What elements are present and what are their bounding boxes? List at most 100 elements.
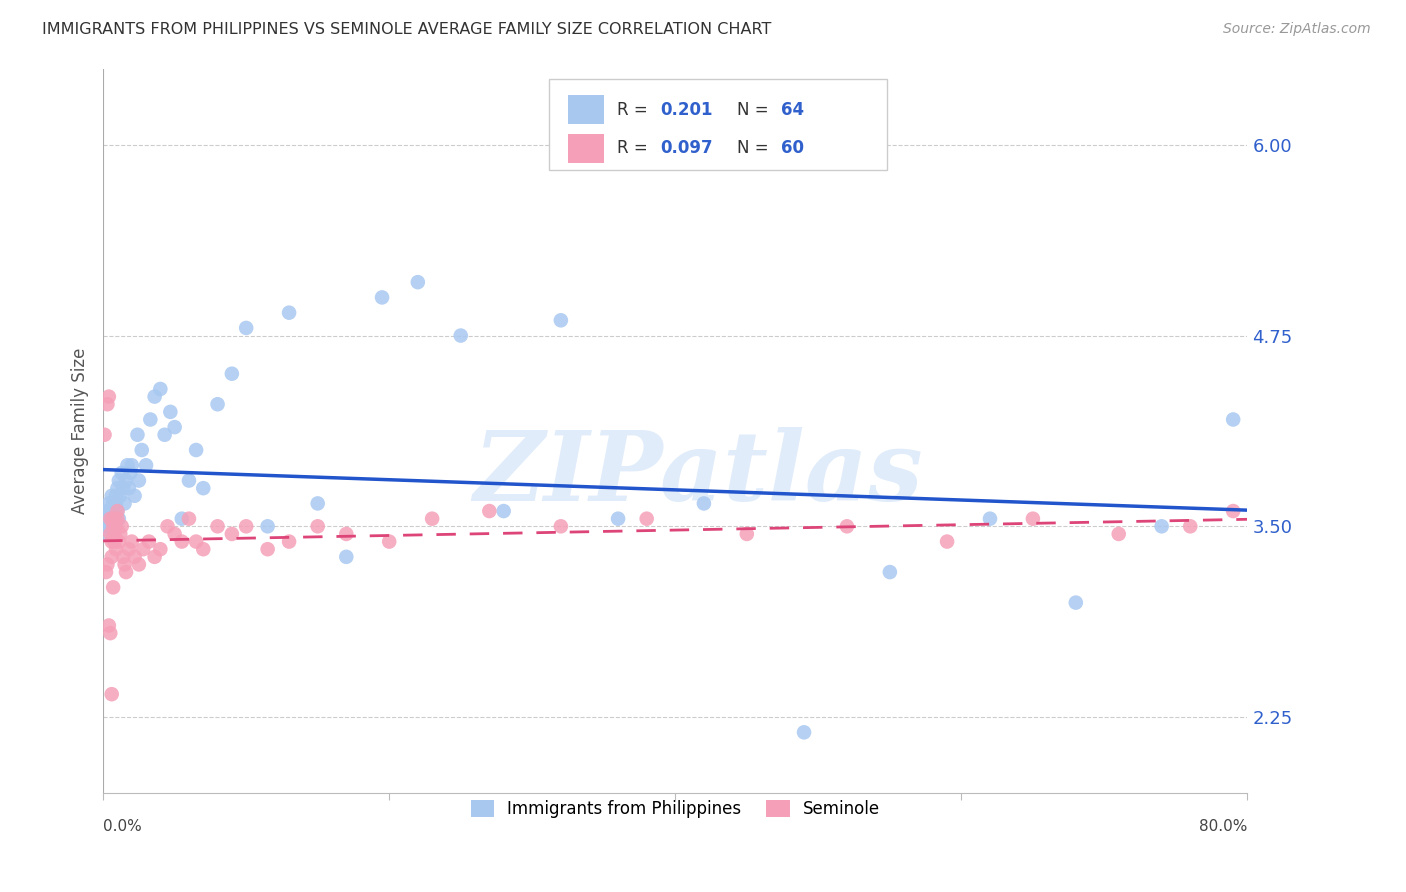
- Point: [135, 458, 157, 473]
- Point: [100, 511, 122, 525]
- Point: [100, 549, 122, 564]
- Point: [256, 519, 278, 533]
- Text: 60: 60: [780, 139, 804, 157]
- Point: [478, 504, 501, 518]
- Point: [105, 542, 128, 557]
- Point: [235, 519, 257, 533]
- Text: 0.0%: 0.0%: [103, 819, 142, 834]
- Point: [184, 443, 207, 458]
- Point: [112, 481, 135, 495]
- Point: [550, 313, 572, 327]
- Point: [107, 481, 129, 495]
- Text: R =: R =: [617, 101, 652, 119]
- Point: [110, 527, 132, 541]
- Point: [98, 527, 121, 541]
- Point: [139, 412, 162, 426]
- Point: [193, 542, 215, 557]
- Point: [105, 496, 128, 510]
- FancyBboxPatch shape: [550, 79, 887, 170]
- Text: Source: ZipAtlas.com: Source: ZipAtlas.com: [1223, 22, 1371, 37]
- Point: [1108, 527, 1130, 541]
- Point: [406, 275, 429, 289]
- Point: [131, 443, 153, 458]
- Point: [835, 519, 858, 533]
- Point: [101, 580, 124, 594]
- Point: [121, 534, 143, 549]
- Point: [450, 328, 472, 343]
- Point: [93, 427, 115, 442]
- Point: [107, 504, 129, 518]
- Point: [132, 542, 155, 557]
- Point: [96, 527, 118, 541]
- Point: [114, 496, 136, 510]
- Point: [111, 466, 134, 480]
- Y-axis label: Average Family Size: Average Family Size: [72, 348, 89, 514]
- Point: [307, 496, 329, 510]
- Text: R =: R =: [617, 139, 652, 157]
- Point: [143, 549, 166, 564]
- Point: [492, 504, 515, 518]
- Point: [1222, 412, 1244, 426]
- Point: [124, 489, 146, 503]
- Point: [98, 519, 121, 533]
- Point: [128, 558, 150, 572]
- Point: [1022, 511, 1045, 525]
- Point: [170, 511, 193, 525]
- Point: [98, 626, 121, 640]
- Point: [335, 549, 357, 564]
- Point: [979, 511, 1001, 525]
- Point: [100, 489, 122, 503]
- Point: [1180, 519, 1202, 533]
- Point: [879, 565, 901, 579]
- Point: [170, 534, 193, 549]
- Point: [93, 519, 115, 533]
- Point: [177, 511, 200, 525]
- Point: [120, 466, 142, 480]
- Point: [793, 725, 815, 739]
- Point: [221, 527, 243, 541]
- Point: [115, 565, 138, 579]
- Point: [96, 397, 118, 411]
- FancyBboxPatch shape: [568, 95, 605, 124]
- Text: IMMIGRANTS FROM PHILIPPINES VS SEMINOLE AVERAGE FAMILY SIZE CORRELATION CHART: IMMIGRANTS FROM PHILIPPINES VS SEMINOLE …: [42, 22, 772, 37]
- Point: [107, 511, 129, 525]
- Point: [735, 527, 758, 541]
- Point: [207, 519, 229, 533]
- Point: [108, 474, 131, 488]
- Point: [101, 496, 124, 510]
- Point: [96, 504, 118, 518]
- Point: [1064, 596, 1087, 610]
- FancyBboxPatch shape: [568, 134, 605, 162]
- Point: [128, 474, 150, 488]
- Point: [94, 511, 117, 525]
- Point: [936, 534, 959, 549]
- Point: [114, 558, 136, 572]
- Point: [108, 534, 131, 549]
- Point: [307, 519, 329, 533]
- Point: [121, 458, 143, 473]
- Point: [97, 496, 120, 510]
- Point: [149, 542, 172, 557]
- Point: [97, 511, 120, 525]
- Point: [111, 519, 134, 533]
- Point: [159, 405, 181, 419]
- Point: [105, 489, 128, 503]
- Point: [163, 527, 186, 541]
- Point: [110, 489, 132, 503]
- Point: [1150, 519, 1173, 533]
- Point: [118, 542, 141, 557]
- Text: ZIPatlas: ZIPatlas: [474, 427, 922, 522]
- Point: [138, 534, 160, 549]
- Point: [153, 427, 176, 442]
- Point: [371, 290, 394, 304]
- Point: [97, 618, 120, 632]
- Point: [115, 474, 138, 488]
- Point: [378, 534, 401, 549]
- Point: [97, 390, 120, 404]
- Text: N =: N =: [737, 101, 773, 119]
- Point: [156, 519, 179, 533]
- Point: [278, 534, 301, 549]
- Point: [221, 367, 243, 381]
- Point: [105, 519, 128, 533]
- Point: [117, 458, 139, 473]
